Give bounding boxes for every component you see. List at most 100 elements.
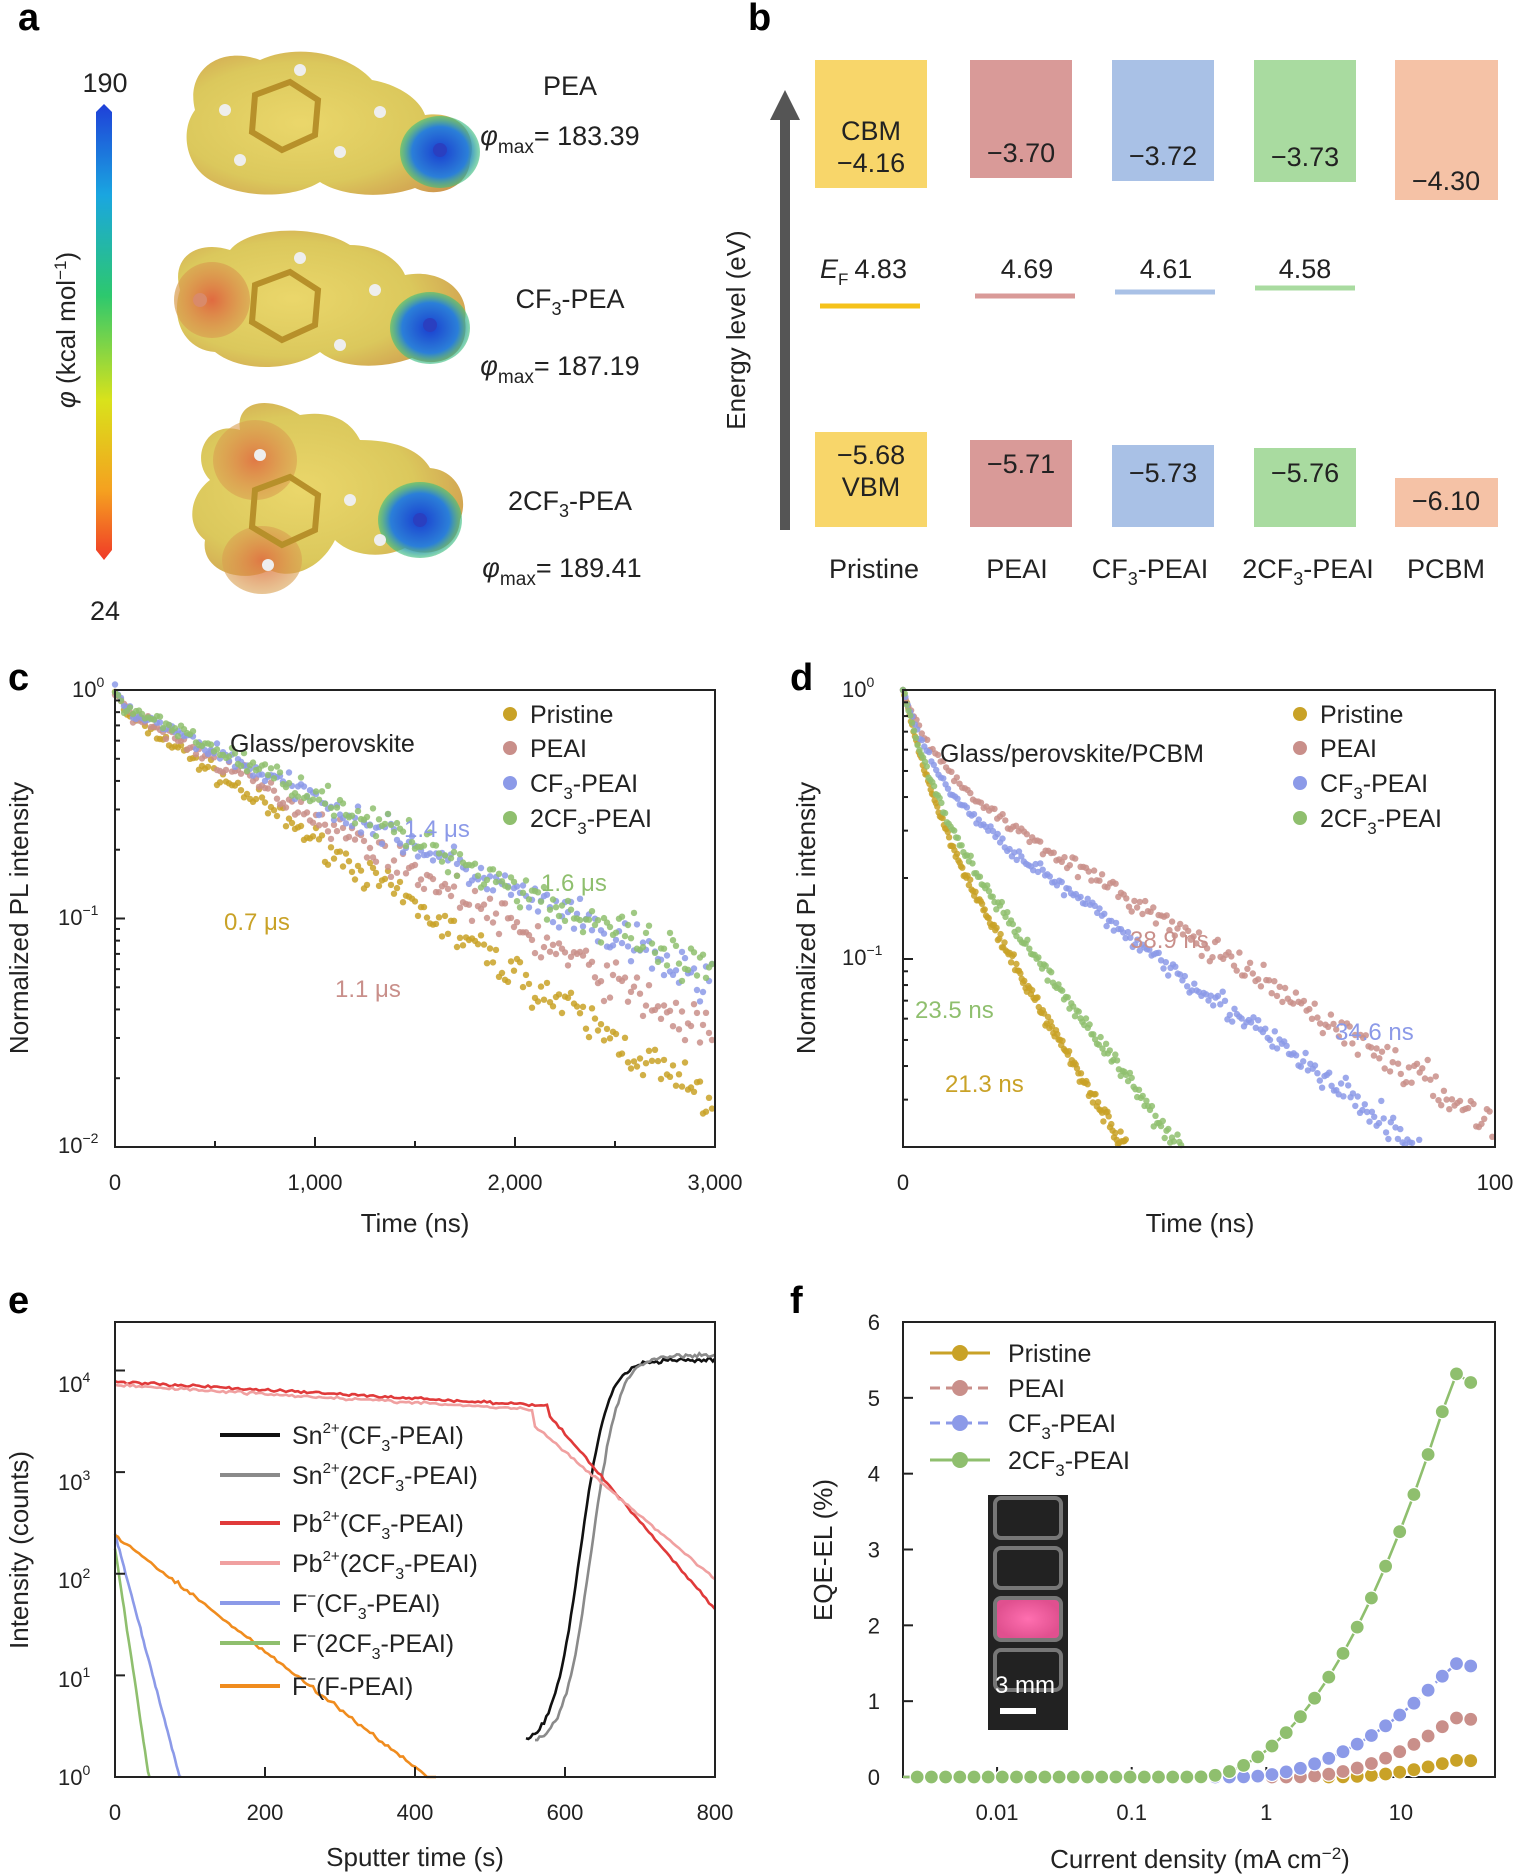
panel-c-point <box>681 1036 689 1044</box>
panel-c-point <box>471 860 479 867</box>
legend-c-peai: PEAI <box>530 735 587 763</box>
panel-c-point <box>351 876 359 883</box>
panel-c-point <box>696 1078 704 1085</box>
panel-c-ytick-2: 10−2 <box>58 1130 99 1158</box>
panel-d-point <box>941 809 949 817</box>
panel-c-point <box>633 921 641 928</box>
panel-d-point <box>1319 1029 1327 1037</box>
legend-f-peai-marker <box>952 1380 968 1396</box>
panel-c-point <box>645 982 653 989</box>
panel-c-point <box>414 881 422 889</box>
vbm-box-pristine <box>815 432 927 527</box>
legend-d-pristine-marker <box>1293 707 1307 721</box>
cbm-box-2cf3-peai <box>1254 60 1356 182</box>
panel-c-point <box>531 949 539 957</box>
panel-d-point <box>1166 926 1173 934</box>
panel-d-point <box>1304 1067 1312 1074</box>
panel-d-point <box>1122 934 1129 942</box>
panel-f-point <box>1377 1718 1394 1734</box>
panel-c-point <box>456 934 464 941</box>
panel-f-ytick-4: 4 <box>868 1462 880 1487</box>
vbm-label: VBM <box>842 472 901 502</box>
panel-d-point <box>1055 981 1062 988</box>
panel-d-point <box>1061 854 1068 861</box>
panel-d-point <box>1217 1001 1224 1008</box>
panel-d-point <box>1163 912 1170 919</box>
panel-f-ytick-0: 0 <box>868 1765 880 1790</box>
panel-d-point <box>1131 941 1139 948</box>
panel-d-point <box>1073 1065 1081 1072</box>
vbm-value-peai: −5.71 <box>987 449 1055 479</box>
panel-d-point <box>1174 1131 1181 1138</box>
panel-d-point <box>1044 1013 1052 1021</box>
panel-d-point <box>1214 992 1222 1000</box>
panel-d-point <box>912 734 919 741</box>
cbm-box-peai <box>970 60 1072 178</box>
panel-d-point <box>1195 929 1203 936</box>
panel-d-point <box>1252 1024 1260 1032</box>
panel-f-point <box>937 1769 954 1785</box>
panel-d-point <box>1346 1023 1353 1030</box>
legend-d-peai-marker <box>1293 741 1307 755</box>
ef-label: EF 4.83 <box>820 254 907 289</box>
panel-d-point <box>1139 1092 1146 1100</box>
legend-c-2cf3-marker <box>503 811 517 825</box>
legend-d-peai: PEAI <box>1320 735 1377 763</box>
panel-c-point <box>390 890 398 897</box>
panel-c-point <box>330 812 338 819</box>
panel-d-point <box>1394 1135 1402 1143</box>
panel-d-point <box>1096 877 1103 884</box>
panel-c-point <box>672 942 680 949</box>
panel-d-series-3 <box>899 686 1185 1149</box>
panel-f-point <box>1463 1711 1479 1727</box>
panel-c-point <box>483 960 491 967</box>
panel-c-point <box>339 824 347 832</box>
panel-c-point <box>171 725 179 732</box>
panel-d-point <box>1171 932 1179 939</box>
panel-d-point <box>1390 1114 1397 1122</box>
cbm-value-cf3-peai: −3.72 <box>1129 141 1197 171</box>
panel-d-point <box>1268 990 1275 997</box>
panel-c-point <box>597 978 605 985</box>
panel-d-point <box>1333 1026 1340 1033</box>
panel-d-point <box>1091 902 1099 909</box>
panel-d-point <box>1122 1136 1130 1143</box>
panel-c-point <box>474 941 482 948</box>
molecule-pea <box>186 51 480 195</box>
panel-c-point <box>225 753 233 760</box>
panel-c-point <box>333 804 341 811</box>
panel-d-point <box>1112 880 1119 887</box>
panel-d-point <box>1326 1069 1333 1076</box>
panel-d-point <box>1012 822 1020 829</box>
panel-d-point <box>953 850 961 857</box>
panel-c-point <box>600 997 608 1005</box>
panel-d-point <box>1318 1084 1326 1091</box>
panel-d-point <box>1327 1011 1335 1018</box>
panel-d-point <box>1228 953 1235 960</box>
panel-d-point <box>978 900 986 907</box>
panel-d-point <box>1255 1017 1262 1024</box>
panel-d-point <box>1152 1112 1159 1120</box>
panel-d-point <box>984 882 991 889</box>
panel-d-point <box>1064 994 1071 1001</box>
panel-c-point <box>663 952 671 959</box>
panel-d-point <box>1088 877 1095 884</box>
panel-d-point <box>1424 1056 1431 1064</box>
panel-c-xtick-2: 2,000 <box>487 1170 542 1195</box>
panel-f-point <box>1221 1763 1238 1780</box>
panel-d-point <box>1416 1136 1423 1144</box>
panel-d-point <box>1205 997 1212 1004</box>
panel-d-point <box>1375 1119 1383 1127</box>
panel-c-point <box>315 811 323 819</box>
panel-d-point <box>1373 1045 1380 1052</box>
panel-c-point <box>162 735 170 742</box>
panel-c-point <box>351 820 359 827</box>
panel-d-point <box>1392 1047 1399 1054</box>
panel-d-series-1 <box>899 687 1496 1141</box>
panel-c-point <box>435 889 443 896</box>
legend-d-cf3-marker <box>1293 776 1307 790</box>
panel-d-point <box>940 757 947 765</box>
panel-c-point <box>594 917 602 924</box>
panel-c-point <box>693 986 701 994</box>
panel-c-point <box>513 919 521 926</box>
